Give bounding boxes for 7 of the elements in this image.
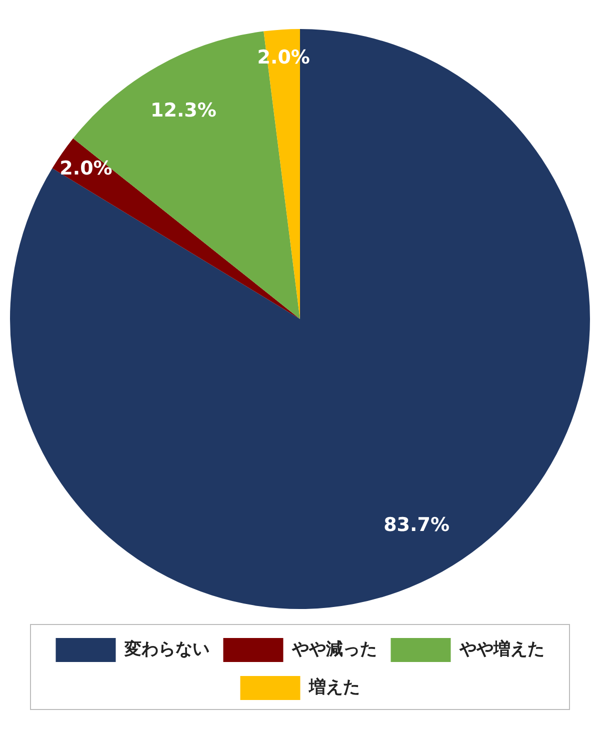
legend-label: 増えた	[308, 676, 360, 698]
legend-label: やや増えた	[458, 638, 544, 660]
data-label: 83.7%	[384, 514, 450, 536]
legend-label: やや減った	[290, 639, 377, 660]
data-label: 2.0%	[60, 158, 112, 180]
legend-label: 変わらない	[123, 639, 210, 660]
data-label: 12.3%	[150, 100, 216, 122]
